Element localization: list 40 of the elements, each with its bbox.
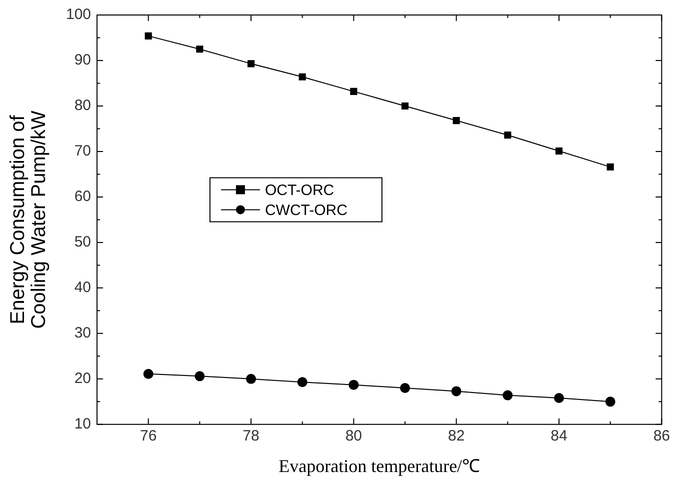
y-tick-label: 20	[74, 370, 92, 388]
point	[246, 374, 256, 384]
point	[297, 377, 308, 388]
point	[502, 390, 513, 400]
point	[194, 371, 205, 382]
point	[144, 32, 152, 40]
point	[554, 393, 564, 404]
point	[605, 396, 616, 407]
point	[452, 117, 460, 124]
point	[451, 386, 462, 396]
x-axis-title: Evaporation temperature/℃	[278, 456, 480, 476]
x-tick-label: 86	[653, 428, 670, 445]
x-tick-label: 84	[550, 428, 568, 445]
y-tick-label: 60	[74, 188, 92, 206]
x-tick-label: 76	[140, 428, 157, 445]
y-axis-title: Energy Consumption of Cooling Water Pump/kW	[7, 110, 50, 329]
x-tick-label: 82	[448, 428, 465, 445]
point	[606, 163, 614, 170]
point	[555, 147, 563, 155]
point	[298, 73, 306, 80]
legend-label: CWCT-ORC	[264, 202, 348, 219]
point	[247, 60, 255, 68]
y-tick-label: 90	[74, 52, 92, 69]
y-tick-label: 80	[74, 97, 92, 114]
point	[143, 368, 154, 379]
y-tick-label: 30	[74, 324, 92, 342]
x-tick-label: 78	[242, 428, 260, 445]
point	[401, 102, 409, 110]
legend-label: OCT-ORC	[264, 182, 334, 199]
point	[350, 88, 358, 95]
x-tick-label: 80	[345, 428, 362, 445]
y-tick-label: 100	[66, 6, 92, 24]
y-tick-label: 50	[74, 234, 92, 251]
y-tick-label: 10	[74, 416, 92, 433]
y-tick-label: 70	[74, 142, 92, 160]
point	[196, 46, 204, 53]
point	[400, 383, 410, 394]
point	[504, 132, 512, 139]
y-tick-label: 40	[74, 279, 92, 296]
point	[348, 380, 359, 390]
